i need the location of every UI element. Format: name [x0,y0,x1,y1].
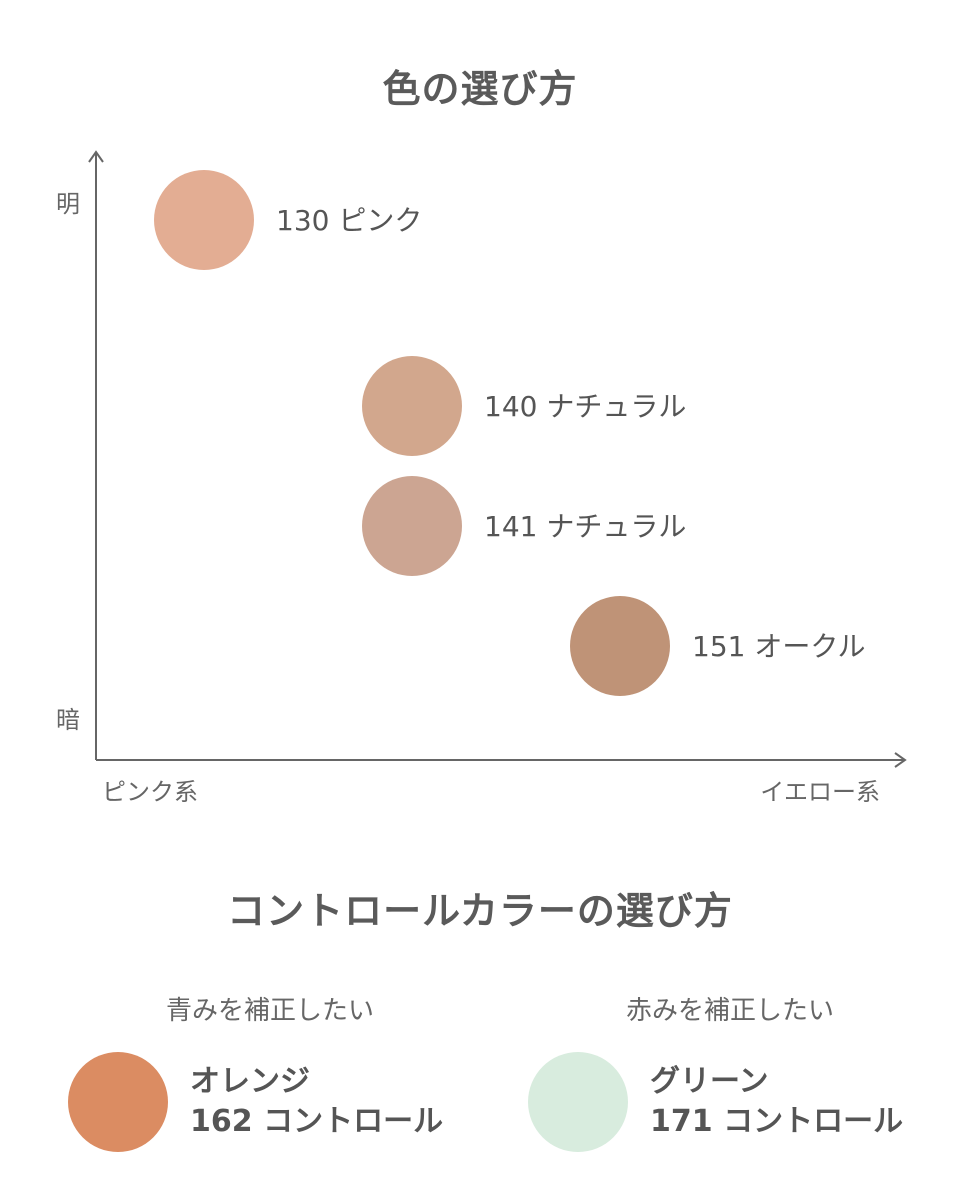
control-color-name: グリーン [650,1064,769,1099]
shade-point-3 [570,596,670,696]
shade-label-3: 151 オークル [692,630,866,663]
control-product: 162 コントロール [190,1104,444,1139]
control-heading: 青みを補正したい [165,996,374,1026]
shade-label-0: 130 ピンク [276,204,422,237]
shade-point-1 [362,356,462,456]
control-red-correction: 赤みを補正したい グリーン 171 コントロール [520,990,940,1152]
chart-title: 色の選び方 [382,67,578,111]
chart-points: 130 ピンク 140 ナチュラル 141 ナチュラル 151 オークル [154,170,866,696]
shade-label-1: 140 ナチュラル [484,390,686,423]
shade-label-2: 141 ナチュラル [484,510,686,543]
control-title: コントロールカラーの選び方 [227,889,733,933]
control-color-name: オレンジ [190,1064,310,1099]
control-text: グリーン 171 コントロール [650,1062,903,1142]
y-axis-arrow [88,150,104,163]
control-product: 171 コントロール [650,1104,904,1139]
green-swatch [528,1052,628,1152]
y-axis-low-label: 暗 [56,706,80,734]
control-heading: 赤みを補正したい [625,996,834,1026]
x-axis-high-label: イエロー系 [760,778,880,806]
shade-point-2 [362,476,462,576]
orange-swatch [68,1052,168,1152]
shade-point-0 [154,170,254,270]
control-blue-correction: 青みを補正したい オレンジ 162 コントロール [60,990,480,1152]
control-text: オレンジ 162 コントロール [190,1062,443,1142]
x-axis-arrow [894,752,907,768]
y-axis-high-label: 明 [56,190,80,218]
x-axis-low-label: ピンク系 [102,778,198,806]
